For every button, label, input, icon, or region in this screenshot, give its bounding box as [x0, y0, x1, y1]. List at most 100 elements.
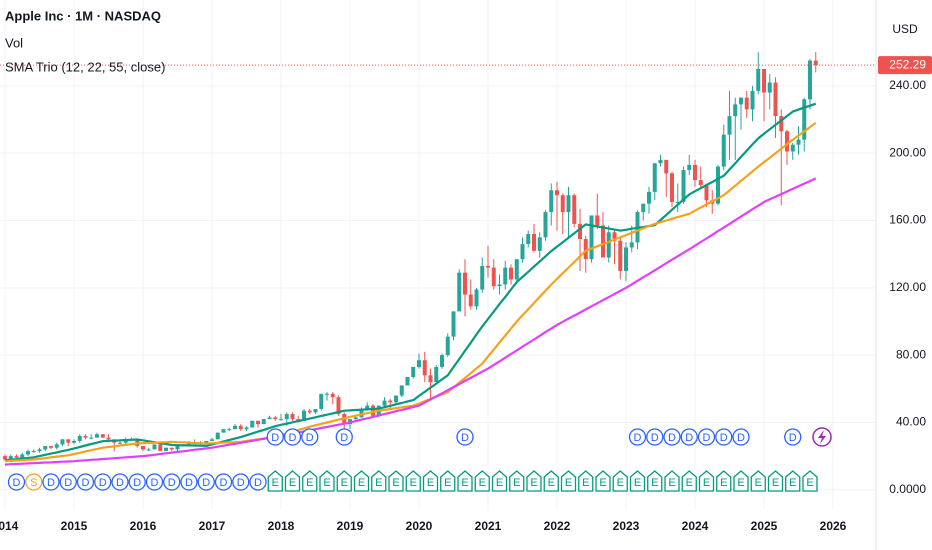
y-tick-label: 120.00 — [889, 280, 926, 294]
event-marker[interactable] — [784, 428, 802, 446]
event-marker[interactable] — [767, 470, 784, 492]
event-marker[interactable] — [716, 470, 732, 492]
event-marker[interactable] — [388, 470, 404, 492]
event-marker[interactable] — [335, 428, 353, 446]
event-label: E — [289, 477, 296, 489]
event-marker[interactable] — [319, 470, 335, 492]
event-marker[interactable] — [94, 473, 112, 491]
event-marker[interactable] — [197, 473, 215, 491]
event-marker[interactable] — [301, 428, 319, 446]
event-label: D — [634, 432, 642, 444]
x-tick-label: 2025 — [751, 519, 778, 533]
event-marker[interactable] — [715, 428, 733, 446]
plot-area: D D D D D D D D D D D D DD S D D D D D D D D D D D D D E E E E E E E E E E E E… — [0, 0, 876, 510]
event-marker[interactable] — [267, 470, 283, 492]
event-label: D — [116, 477, 124, 489]
event-label: E — [565, 477, 572, 489]
candle-body — [14, 456, 19, 458]
event-marker[interactable] — [42, 473, 60, 491]
currency-label[interactable]: USD — [892, 22, 918, 36]
indicator-label[interactable]: SMA Trio (12, 22, 55, close) — [5, 59, 165, 74]
candle-body — [509, 267, 513, 280]
event-label: E — [272, 477, 279, 489]
event-marker[interactable] — [681, 470, 697, 492]
candle-body — [445, 336, 450, 356]
event-marker[interactable] — [284, 470, 301, 492]
event-marker[interactable] — [59, 473, 77, 491]
candle-body — [267, 417, 272, 420]
event-marker[interactable] — [145, 473, 164, 491]
candle-body — [175, 446, 180, 450]
event-label: E — [375, 477, 382, 489]
candle-body — [739, 97, 743, 105]
event-marker[interactable] — [680, 428, 698, 446]
candle-body — [371, 405, 375, 416]
candle-body — [296, 419, 301, 421]
event-marker[interactable] — [664, 470, 680, 492]
event-marker[interactable] — [802, 470, 818, 492]
event-marker[interactable] — [353, 470, 370, 492]
event-marker[interactable] — [629, 470, 646, 492]
event-marker[interactable] — [25, 473, 43, 491]
price-label-box — [878, 56, 932, 75]
event-marker[interactable] — [405, 470, 421, 492]
event-label: E — [634, 477, 641, 489]
candle-body — [146, 449, 151, 451]
event-marker[interactable] — [697, 428, 716, 446]
candle-body — [762, 69, 766, 93]
event-marker[interactable] — [456, 428, 474, 446]
candle-body — [353, 417, 358, 420]
event-label: E — [703, 477, 710, 489]
event-marker[interactable] — [266, 428, 284, 446]
candle-body — [8, 456, 13, 460]
event-marker[interactable] — [698, 470, 715, 492]
event-marker[interactable] — [111, 473, 129, 491]
event-marker[interactable] — [474, 470, 490, 492]
event-marker[interactable] — [733, 470, 749, 492]
candle-body — [72, 440, 76, 443]
event-marker[interactable] — [422, 470, 439, 492]
event-marker[interactable] — [128, 473, 146, 491]
event-marker[interactable] — [785, 470, 801, 492]
event-label: D — [737, 432, 745, 444]
event-marker[interactable] — [457, 470, 473, 492]
indicator-label[interactable]: Vol — [5, 35, 23, 50]
x-tick-label: 2018 — [268, 519, 295, 533]
event-marker[interactable] — [336, 470, 352, 492]
candle-body — [532, 233, 536, 251]
event-marker[interactable] — [491, 470, 508, 492]
event-marker[interactable] — [628, 428, 647, 446]
event-marker[interactable] — [302, 470, 318, 492]
event-label: E — [410, 477, 417, 489]
event-marker[interactable] — [647, 470, 663, 492]
event-marker[interactable] — [526, 470, 542, 492]
candle-body — [670, 173, 674, 202]
event-marker[interactable] — [646, 428, 664, 446]
event-label: D — [789, 432, 797, 444]
event-marker[interactable] — [180, 473, 198, 491]
event-marker[interactable] — [440, 470, 456, 492]
candle-body — [583, 239, 588, 260]
event-marker[interactable] — [732, 428, 750, 446]
event-marker[interactable] — [163, 473, 181, 491]
event-label: D — [271, 432, 279, 444]
event-marker[interactable] — [543, 470, 559, 492]
event-marker[interactable] — [214, 473, 233, 491]
event-marker[interactable] — [509, 470, 525, 492]
event-marker[interactable] — [232, 473, 250, 491]
event-marker[interactable] — [663, 428, 681, 446]
event-marker[interactable] — [283, 428, 302, 446]
event-marker[interactable] — [595, 470, 611, 492]
event-marker[interactable] — [560, 470, 577, 492]
event-marker[interactable] — [612, 470, 628, 492]
candle-body — [261, 419, 266, 425]
event-marker[interactable] — [76, 473, 95, 491]
candle-body — [790, 144, 795, 152]
event-marker[interactable] — [7, 473, 26, 491]
event-marker[interactable] — [750, 470, 766, 492]
event-marker[interactable] — [249, 473, 267, 491]
event-marker[interactable] — [371, 470, 387, 492]
y-tick-label: 200.00 — [889, 145, 926, 159]
candle-body — [26, 451, 30, 455]
event-marker[interactable] — [578, 470, 594, 492]
